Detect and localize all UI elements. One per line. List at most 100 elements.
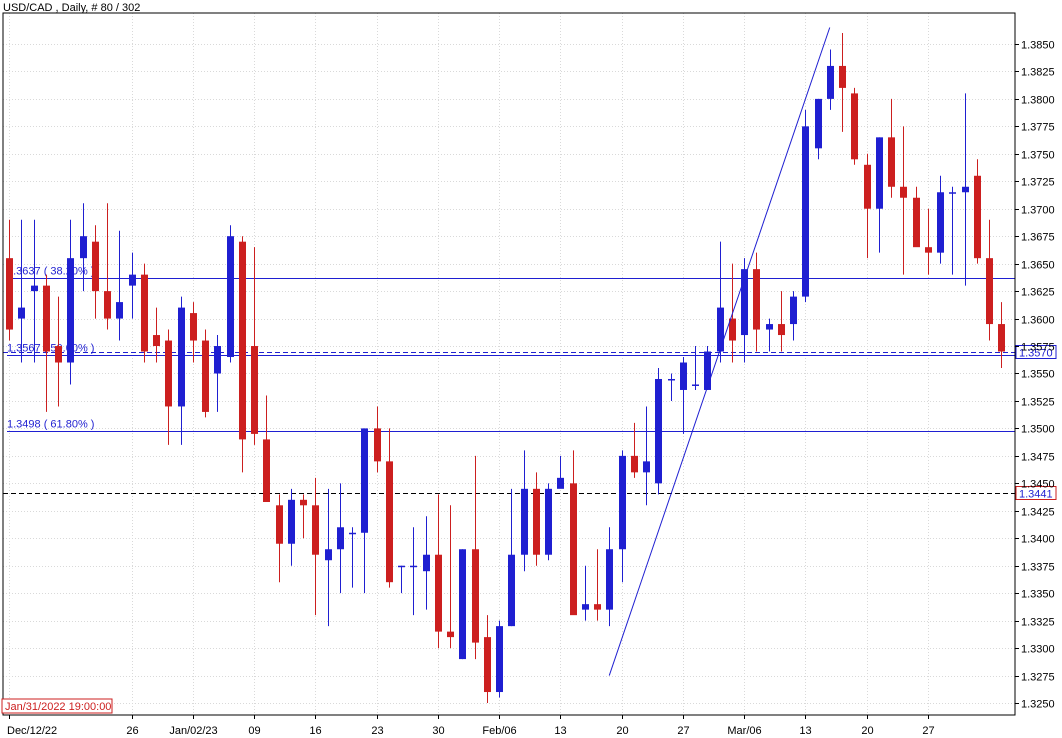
candle-body	[398, 565, 405, 568]
grid	[3, 13, 1015, 715]
price-tick-label: 1.3500	[1021, 424, 1055, 436]
trendline-segment[interactable]	[608, 27, 831, 676]
candle-body	[594, 604, 601, 610]
price-tick-label: 1.3325	[1021, 617, 1055, 629]
trendline[interactable]	[608, 27, 831, 676]
candle-body	[312, 505, 319, 555]
candle-body	[876, 137, 883, 209]
price-marker-label: 1.3570	[1019, 348, 1053, 360]
price-tick-label: 1.3350	[1021, 589, 1055, 601]
candle-body	[704, 351, 711, 390]
candle-body	[423, 554, 430, 572]
candle-body	[655, 378, 662, 484]
candle-body	[545, 488, 552, 555]
candle-body	[508, 554, 515, 627]
time-tick-label: Dec/12/22	[7, 725, 57, 737]
candle-body	[129, 274, 136, 286]
candle-body	[631, 455, 638, 473]
candle-body	[741, 269, 748, 336]
candle-body	[753, 269, 760, 330]
candle-body	[998, 324, 1005, 352]
price-marker-label: 1.3441	[1019, 489, 1053, 501]
candle-body	[692, 384, 699, 386]
candles	[6, 32, 1005, 704]
price-tick-label: 1.3525	[1021, 397, 1055, 409]
candle-body	[190, 313, 197, 341]
candle-body	[827, 65, 834, 99]
time-tick-label: 16	[309, 725, 321, 737]
price-tick-label: 1.3275	[1021, 672, 1055, 684]
candle-body	[766, 324, 773, 330]
candle-body	[668, 378, 675, 381]
candle-body	[925, 247, 932, 253]
candle-body	[141, 274, 148, 352]
candle-body	[582, 604, 589, 610]
time-tick-label: 30	[432, 725, 444, 737]
candle-body	[361, 428, 368, 533]
time-tick-label: 23	[371, 725, 383, 737]
time-tick-label: 20	[861, 725, 873, 737]
cursor-date-box: Jan/31/2022 19:00:00	[1, 698, 113, 714]
price-tick-label: 1.3475	[1021, 452, 1055, 464]
price-tick-label: 1.3675	[1021, 232, 1055, 244]
candle-body	[570, 483, 577, 616]
price-tick-label: 1.3775	[1021, 122, 1055, 134]
price-tick-label: 1.3825	[1021, 67, 1055, 79]
price-tick-label: 1.3575	[1021, 342, 1055, 354]
time-tick-label: 13	[554, 725, 566, 737]
candle-body	[410, 565, 417, 568]
candle-body	[92, 241, 99, 292]
price-markers: 1.3570 1.3441	[3, 345, 1057, 501]
candle-body	[67, 258, 74, 363]
price-tick-label: 1.3600	[1021, 315, 1055, 327]
candle-body	[459, 549, 466, 660]
candle-body	[802, 126, 809, 297]
price-tick-label: 1.3300	[1021, 644, 1055, 656]
plot-frame	[2, 12, 1016, 716]
time-tick-label: Mar/06	[727, 725, 761, 737]
candle-body	[251, 346, 258, 434]
fib-label: 1.3498 ( 61.80% )	[7, 419, 94, 431]
time-tick-label: Feb/06	[482, 725, 516, 737]
candle-body	[337, 527, 344, 550]
price-tick-label: 1.3450	[1021, 479, 1055, 491]
price-tick-label: 1.3250	[1021, 699, 1055, 711]
candle-body	[6, 258, 13, 330]
candle-body	[643, 461, 650, 473]
candle-body	[888, 137, 895, 187]
candle-body	[55, 346, 62, 363]
chart-title: USD/CAD , Daily, # 80 / 302	[3, 2, 140, 14]
time-tick-label: 27	[677, 725, 689, 737]
candle-body	[986, 258, 993, 325]
time-tick-label: 27	[922, 725, 934, 737]
candle-body	[851, 93, 858, 160]
candle-body	[263, 439, 270, 503]
candle-body	[864, 164, 871, 209]
candle-body	[214, 346, 221, 374]
candle-body	[43, 285, 50, 352]
candle-body	[300, 499, 307, 506]
price-axis[interactable]: 1.3250 1.3275 1.3300 1.3325 1.3350 1.3375 1.34…	[1015, 40, 1055, 711]
price-tick-label: 1.3625	[1021, 287, 1055, 299]
time-axis[interactable]: Dec/12/22 26 Jan/02/23 09 16 23 30 Feb/06 13 20 27…	[7, 715, 935, 737]
fib-label: 1.3637 ( 38.20% )	[7, 266, 94, 278]
candle-body	[472, 549, 479, 643]
candle-body	[839, 65, 846, 88]
candle-body	[349, 532, 356, 535]
candle-body	[18, 307, 25, 319]
candle-body	[227, 236, 234, 358]
candle-body	[116, 302, 123, 319]
price-marker-box	[1015, 345, 1057, 359]
price-tick-label: 1.3550	[1021, 369, 1055, 381]
candle-body	[153, 335, 160, 347]
candle-body	[790, 296, 797, 325]
candle-body	[374, 428, 381, 462]
price-tick-label: 1.3725	[1021, 177, 1055, 189]
candle-body	[949, 192, 956, 194]
candle-body	[717, 307, 724, 352]
candle-body	[974, 175, 981, 259]
candle-body	[962, 186, 969, 193]
candle-body	[913, 197, 920, 248]
